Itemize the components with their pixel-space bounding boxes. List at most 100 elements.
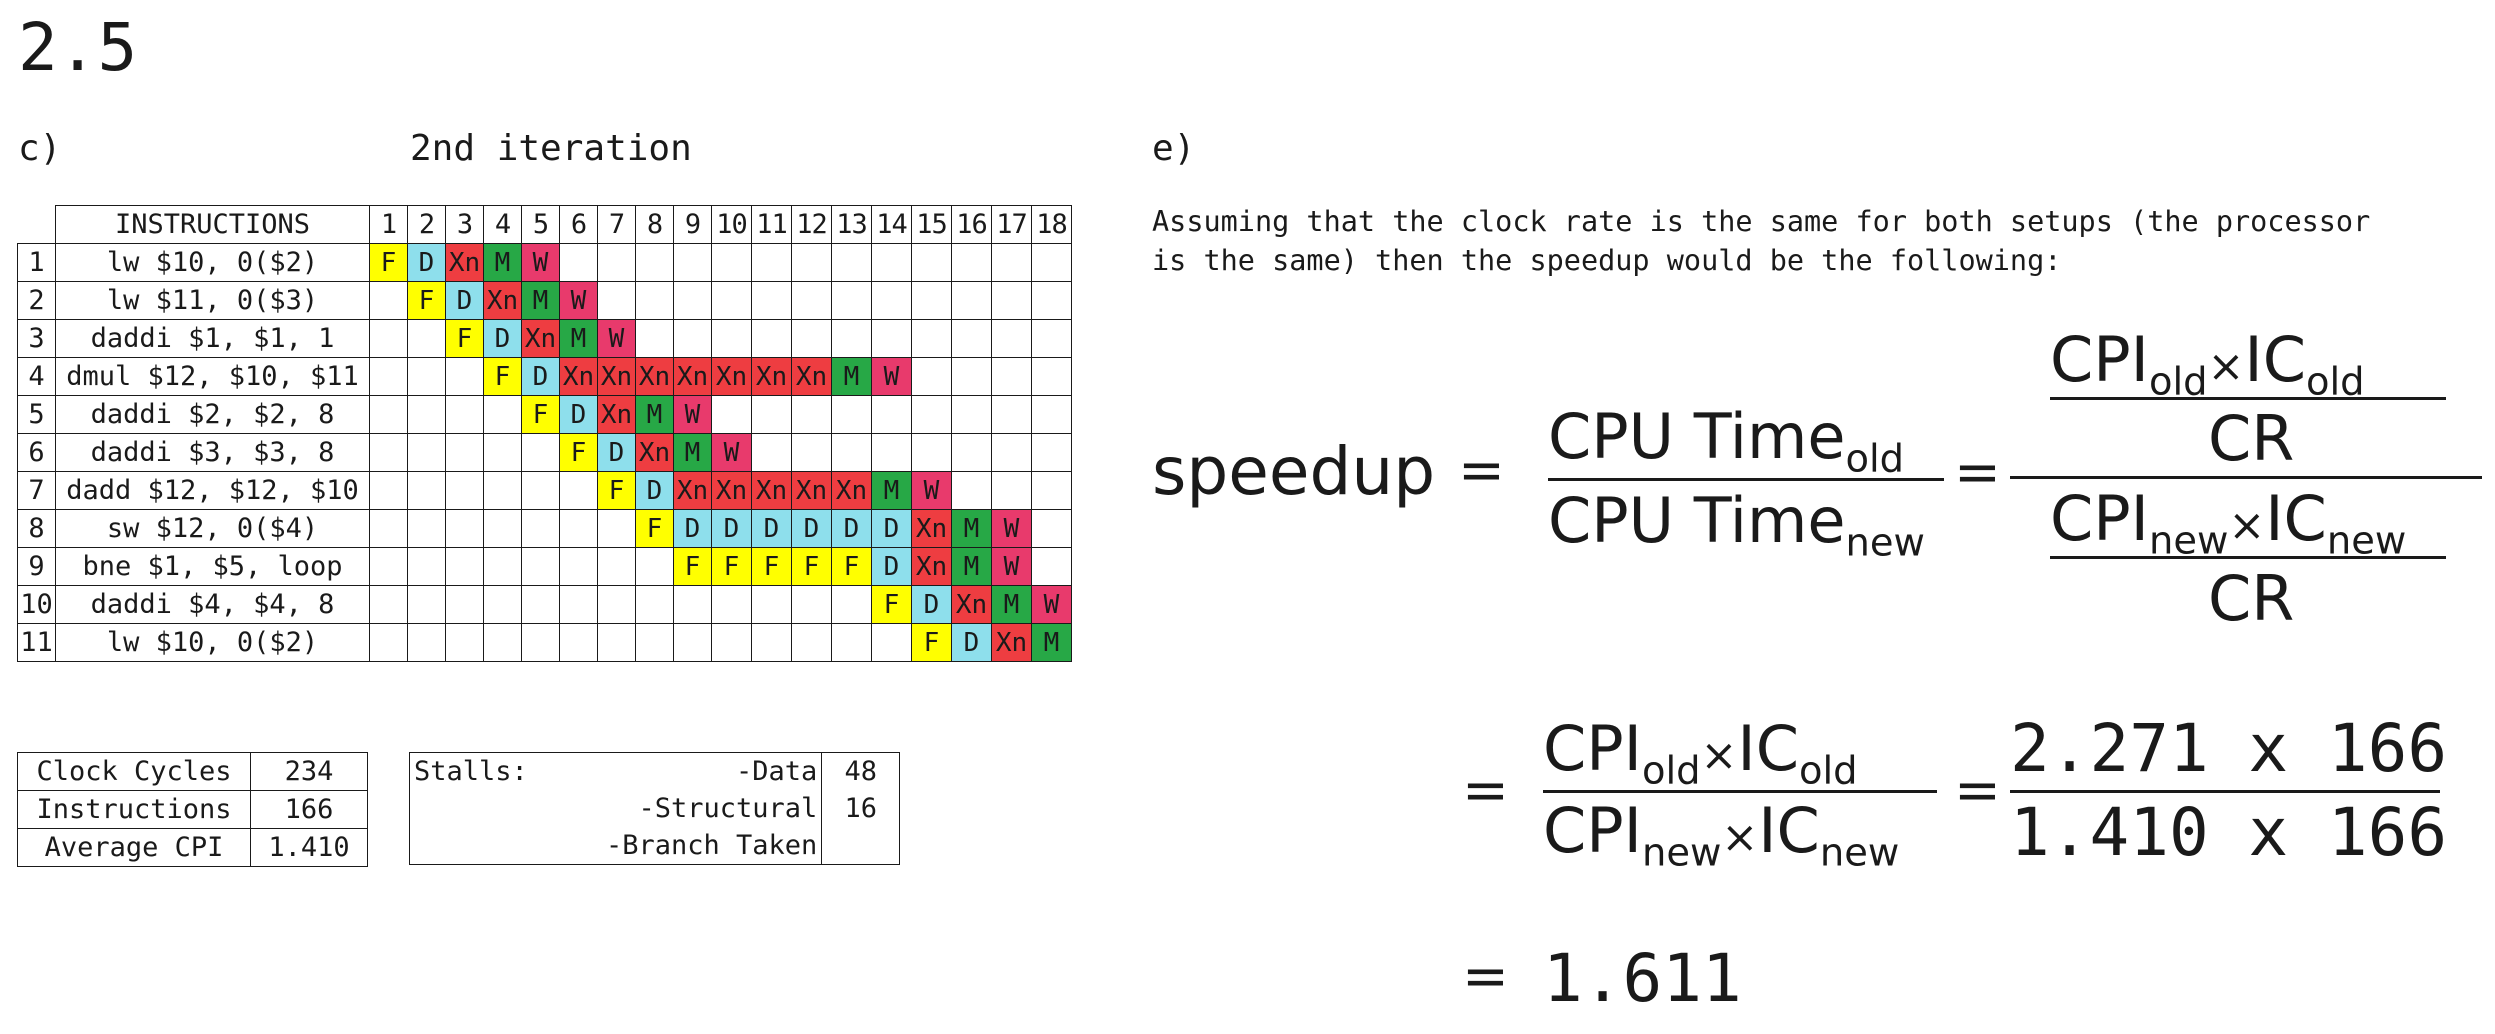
- stage-cell-d: D: [521, 357, 560, 396]
- pipeline-header-row: INSTRUCTIONS 1 2 3 4 5 6 7 8 9 10 11 12 13 14 15 16 17 18: [18, 205, 1072, 244]
- empty-cell: [635, 281, 674, 320]
- stage-cell-w: W: [597, 319, 636, 358]
- empty-cell: [369, 509, 408, 548]
- cycle-header: 4: [483, 205, 522, 244]
- stalls-row: -Branch Taken: [410, 827, 900, 865]
- empty-cell: [521, 547, 560, 586]
- empty-cell: [991, 433, 1032, 472]
- pipeline-row: 3 daddi $1, $1, 1 F D Xn M W: [17, 319, 1072, 358]
- cpu-time-new-text: CPU Time: [1548, 484, 1846, 557]
- cycle-header: 16: [951, 205, 992, 244]
- stage-cell-m: M: [951, 547, 992, 586]
- empty-cell: [445, 509, 484, 548]
- stage-cell-xn: Xn: [597, 395, 636, 434]
- empty-cell: [951, 319, 992, 358]
- stage-cell-xn: Xn: [751, 357, 792, 396]
- empty-cell: [991, 471, 1032, 510]
- empty-cell: [711, 243, 752, 282]
- paragraph-line-2: is the same) then the speedup would be t…: [1152, 244, 2062, 277]
- empty-cell: [559, 509, 598, 548]
- instruction-cell: lw $10, 0($2): [55, 623, 370, 662]
- section-heading: 2.5: [18, 9, 138, 86]
- empty-cell: [407, 433, 446, 472]
- stage-cell-w: W: [673, 395, 712, 434]
- empty-cell: [831, 281, 872, 320]
- sub-new: new: [1845, 520, 1925, 566]
- fraction-line-3: [2010, 790, 2440, 793]
- sub-old: old: [1845, 436, 1905, 482]
- stage-cell-d: D: [951, 623, 992, 662]
- empty-cell: [751, 585, 792, 624]
- empty-cell: [951, 395, 992, 434]
- empty-cell: [951, 357, 992, 396]
- empty-cell: [407, 623, 446, 662]
- empty-cell: [483, 509, 522, 548]
- empty-cell: [991, 319, 1032, 358]
- assumption-paragraph: Assuming that the clock rate is the same…: [1152, 202, 2370, 280]
- empty-cell: [673, 585, 712, 624]
- empty-cell: [791, 243, 832, 282]
- instruction-cell: daddi $1, $1, 1: [55, 319, 370, 358]
- empty-cell: [711, 623, 752, 662]
- instruction-cell: lw $10, 0($2): [55, 243, 370, 282]
- instruction-cell: dmul $12, $10, $11: [55, 357, 370, 396]
- empty-cell: [751, 319, 792, 358]
- stage-cell-d: D: [673, 509, 712, 548]
- empty-cell: [597, 623, 636, 662]
- summary-value: 166: [250, 790, 368, 829]
- empty-cell: [521, 623, 560, 662]
- stage-cell-f: F: [871, 585, 912, 624]
- empty-cell: [559, 243, 598, 282]
- stage-cell-d: D: [791, 509, 832, 548]
- empty-cell: [871, 395, 912, 434]
- empty-cell: [407, 319, 446, 358]
- empty-cell: [911, 243, 952, 282]
- empty-cell: [635, 547, 674, 586]
- empty-cell: [635, 243, 674, 282]
- empty-cell: [369, 585, 408, 624]
- empty-cell: [711, 585, 752, 624]
- stage-cell-xn: Xn: [597, 357, 636, 396]
- stage-cell-m: M: [673, 433, 712, 472]
- equals-1: =: [1458, 438, 1505, 503]
- empty-cell: [951, 281, 992, 320]
- empty-cell: [991, 281, 1032, 320]
- paragraph-line-1: Assuming that the clock rate is the same…: [1152, 205, 2371, 238]
- stage-cell-xn: Xn: [791, 471, 832, 510]
- empty-cell: [831, 319, 872, 358]
- stage-cell-w: W: [559, 281, 598, 320]
- summary-value: 1.410: [250, 828, 368, 867]
- empty-cell: [831, 243, 872, 282]
- empty-cell: [673, 319, 712, 358]
- stage-cell-d: D: [871, 547, 912, 586]
- empty-cell: [521, 509, 560, 548]
- summary-row: Clock Cycles 234: [17, 752, 368, 791]
- cpu-time-old-text: CPU Time: [1548, 400, 1846, 473]
- header-blank: [18, 206, 56, 244]
- empty-cell: [871, 319, 912, 358]
- empty-cell: [369, 395, 408, 434]
- empty-cell: [521, 433, 560, 472]
- empty-cell: [751, 243, 792, 282]
- stage-cell-f: F: [751, 547, 792, 586]
- row-number: 6: [17, 433, 56, 472]
- summary-label: Average CPI: [17, 828, 251, 867]
- stage-cell-w: W: [1031, 585, 1072, 624]
- cycle-header: 15: [911, 205, 952, 244]
- empty-cell: [791, 623, 832, 662]
- cycle-header: 13: [831, 205, 872, 244]
- cycle-header: 2: [407, 205, 446, 244]
- fraction-line-2: [1543, 790, 1937, 793]
- empty-cell: [445, 395, 484, 434]
- summary-label: Clock Cycles: [17, 752, 251, 791]
- empty-cell: [597, 547, 636, 586]
- stalls-table: Stalls: -Data 48 -Structural 16 -Branch Taken: [409, 752, 901, 865]
- stage-cell-xn: Xn: [559, 357, 598, 396]
- stalls-title-spacer: [410, 790, 532, 827]
- empty-cell: [831, 623, 872, 662]
- cycle-header: 14: [871, 205, 912, 244]
- stage-cell-d: D: [445, 281, 484, 320]
- stage-cell-f: F: [445, 319, 484, 358]
- stage-cell-xn: Xn: [831, 471, 872, 510]
- empty-cell: [911, 319, 952, 358]
